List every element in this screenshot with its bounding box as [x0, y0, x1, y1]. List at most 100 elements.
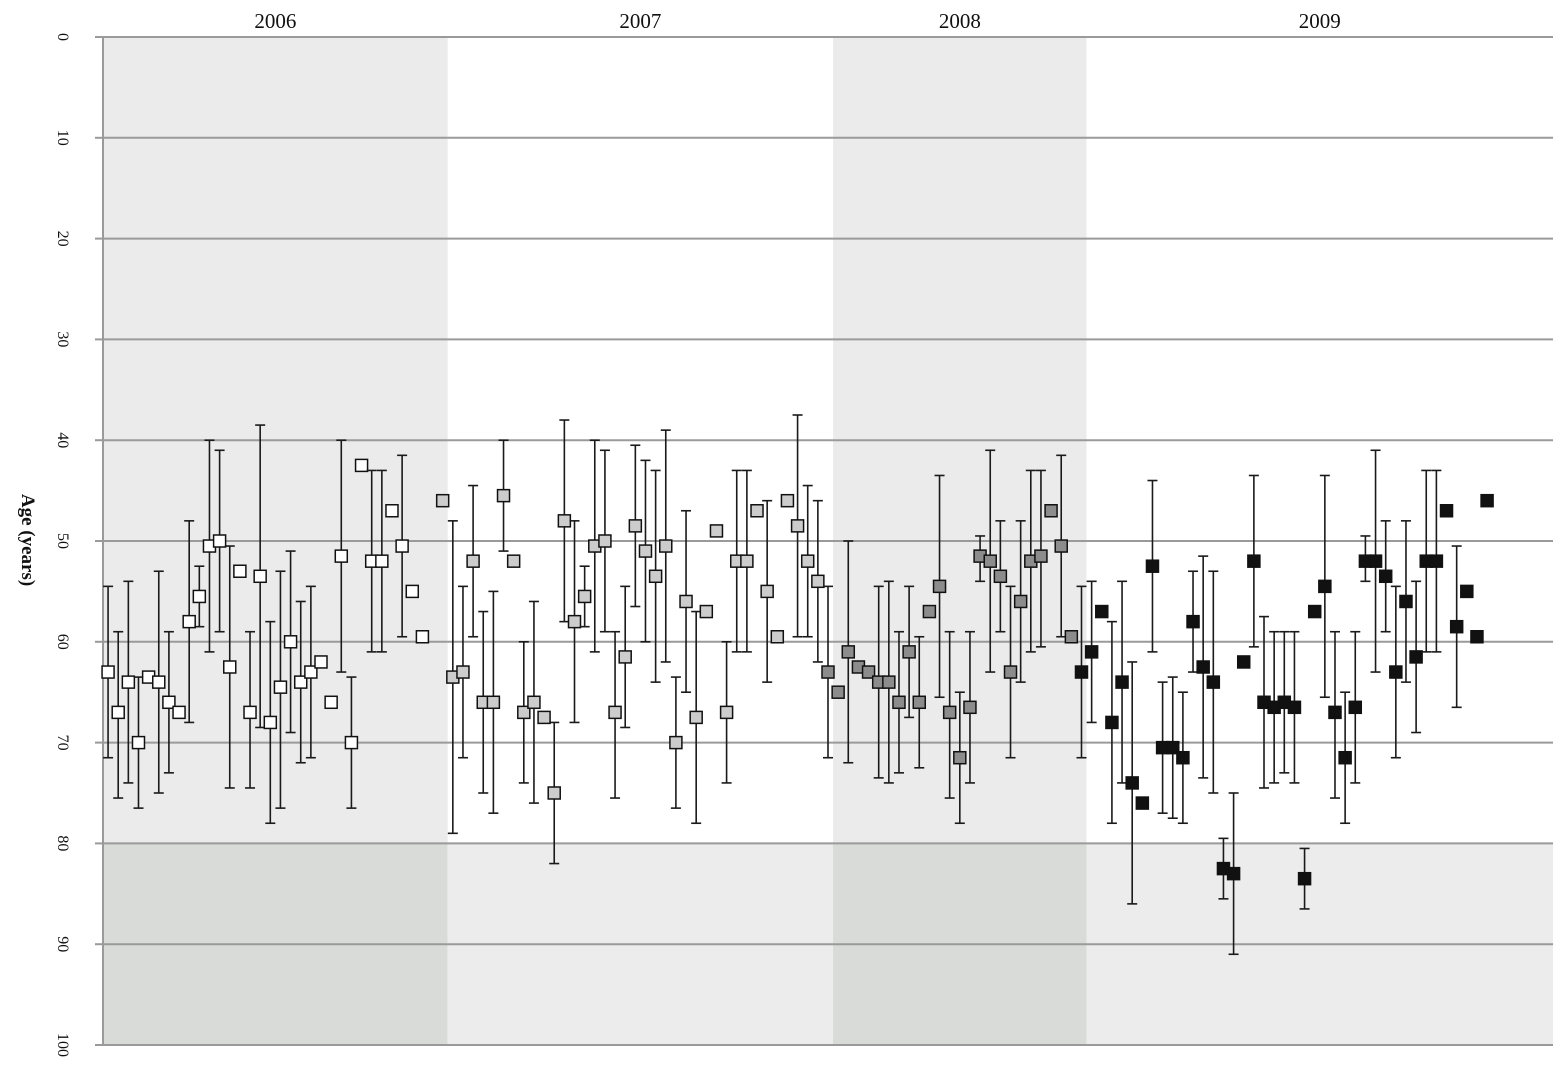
data-point — [435, 493, 450, 508]
data-point — [800, 554, 815, 568]
data-point — [293, 675, 308, 689]
data-point — [912, 695, 927, 710]
data-point — [101, 665, 115, 679]
data-point — [263, 715, 278, 730]
data-point — [1196, 660, 1210, 674]
data-point — [1145, 559, 1160, 573]
year-label-2007: 2007 — [619, 9, 661, 33]
data-point — [527, 695, 541, 710]
data-point — [405, 584, 420, 599]
data-point — [1368, 554, 1383, 568]
data-point — [172, 705, 186, 720]
y-axis-title: Age (years) — [17, 494, 38, 586]
data-point — [882, 675, 896, 689]
year-label-2008: 2008 — [939, 9, 981, 33]
data-point — [385, 504, 399, 518]
data-point — [618, 650, 632, 664]
data-point — [770, 630, 785, 644]
y-tick-label: 100 — [54, 1033, 71, 1057]
data-point — [496, 488, 511, 503]
data-point — [1206, 675, 1221, 689]
data-point — [1307, 604, 1322, 619]
data-point — [395, 539, 409, 553]
series-1 — [101, 424, 430, 825]
data-point — [963, 700, 977, 715]
data-point — [1449, 619, 1464, 634]
data-point — [466, 554, 480, 568]
data-point — [648, 569, 663, 584]
data-point — [1064, 630, 1079, 644]
data-point — [486, 695, 501, 710]
data-point — [1287, 700, 1302, 715]
data-point — [892, 695, 906, 710]
data-point — [192, 589, 207, 604]
data-point — [152, 675, 166, 689]
data-point — [1429, 554, 1444, 568]
data-point — [1135, 796, 1150, 810]
y-axis: 0 10 20 30 40 50 60 70 80 90 100 — [54, 33, 104, 1057]
data-point — [638, 544, 653, 558]
data-point — [760, 584, 774, 599]
data-point — [1044, 504, 1058, 518]
data-point — [1236, 655, 1251, 669]
data-point — [1176, 750, 1190, 765]
data-point — [506, 554, 521, 568]
data-point — [577, 589, 592, 604]
data-point — [324, 695, 338, 710]
data-point — [304, 665, 318, 679]
data-point — [1338, 750, 1352, 765]
data-point — [861, 665, 876, 679]
data-point — [932, 579, 947, 594]
data-point — [811, 574, 825, 589]
data-point — [1105, 715, 1119, 730]
y-tick-label: 90 — [54, 936, 71, 952]
data-point — [212, 534, 227, 548]
y-tick-label: 60 — [54, 634, 71, 650]
data-point — [689, 710, 703, 725]
data-point — [1166, 740, 1180, 755]
year-label-2009: 2009 — [1299, 9, 1341, 33]
data-point — [182, 614, 196, 629]
data-point — [659, 539, 673, 553]
data-point — [243, 705, 257, 720]
data-point — [456, 665, 470, 679]
data-point — [1013, 594, 1028, 609]
data-point — [1409, 650, 1423, 664]
data-point — [1378, 569, 1393, 584]
y-tick-label: 40 — [54, 432, 71, 448]
series-4 — [1074, 449, 1494, 956]
data-point — [1399, 594, 1413, 609]
data-point — [993, 569, 1008, 584]
y-tick-label: 50 — [54, 533, 71, 549]
data-point — [1247, 554, 1261, 568]
data-point — [283, 635, 298, 649]
data-point — [1125, 776, 1139, 790]
data-point — [780, 493, 795, 508]
data-point — [922, 604, 937, 619]
data-point — [314, 655, 328, 669]
data-point — [334, 549, 349, 563]
data-point — [719, 705, 734, 720]
year-label-2006: 2006 — [254, 9, 296, 33]
data-point — [821, 665, 835, 679]
data-point — [1003, 665, 1018, 679]
y-tick-label: 10 — [54, 130, 71, 146]
data-point — [750, 504, 764, 518]
data-point — [537, 710, 551, 725]
data-point — [1115, 675, 1129, 689]
data-point — [273, 680, 288, 694]
data-point — [1389, 665, 1403, 679]
data-point — [669, 735, 683, 750]
data-point — [902, 645, 916, 659]
data-point — [709, 524, 724, 538]
y-tick-label: 30 — [54, 331, 71, 347]
data-point — [953, 750, 967, 765]
data-point — [628, 519, 643, 533]
data-point — [598, 534, 612, 548]
data-point — [253, 569, 267, 584]
y-tick-label: 0 — [54, 33, 71, 41]
data-point — [131, 735, 146, 750]
data-point — [1226, 866, 1241, 881]
series-2 — [435, 414, 825, 865]
